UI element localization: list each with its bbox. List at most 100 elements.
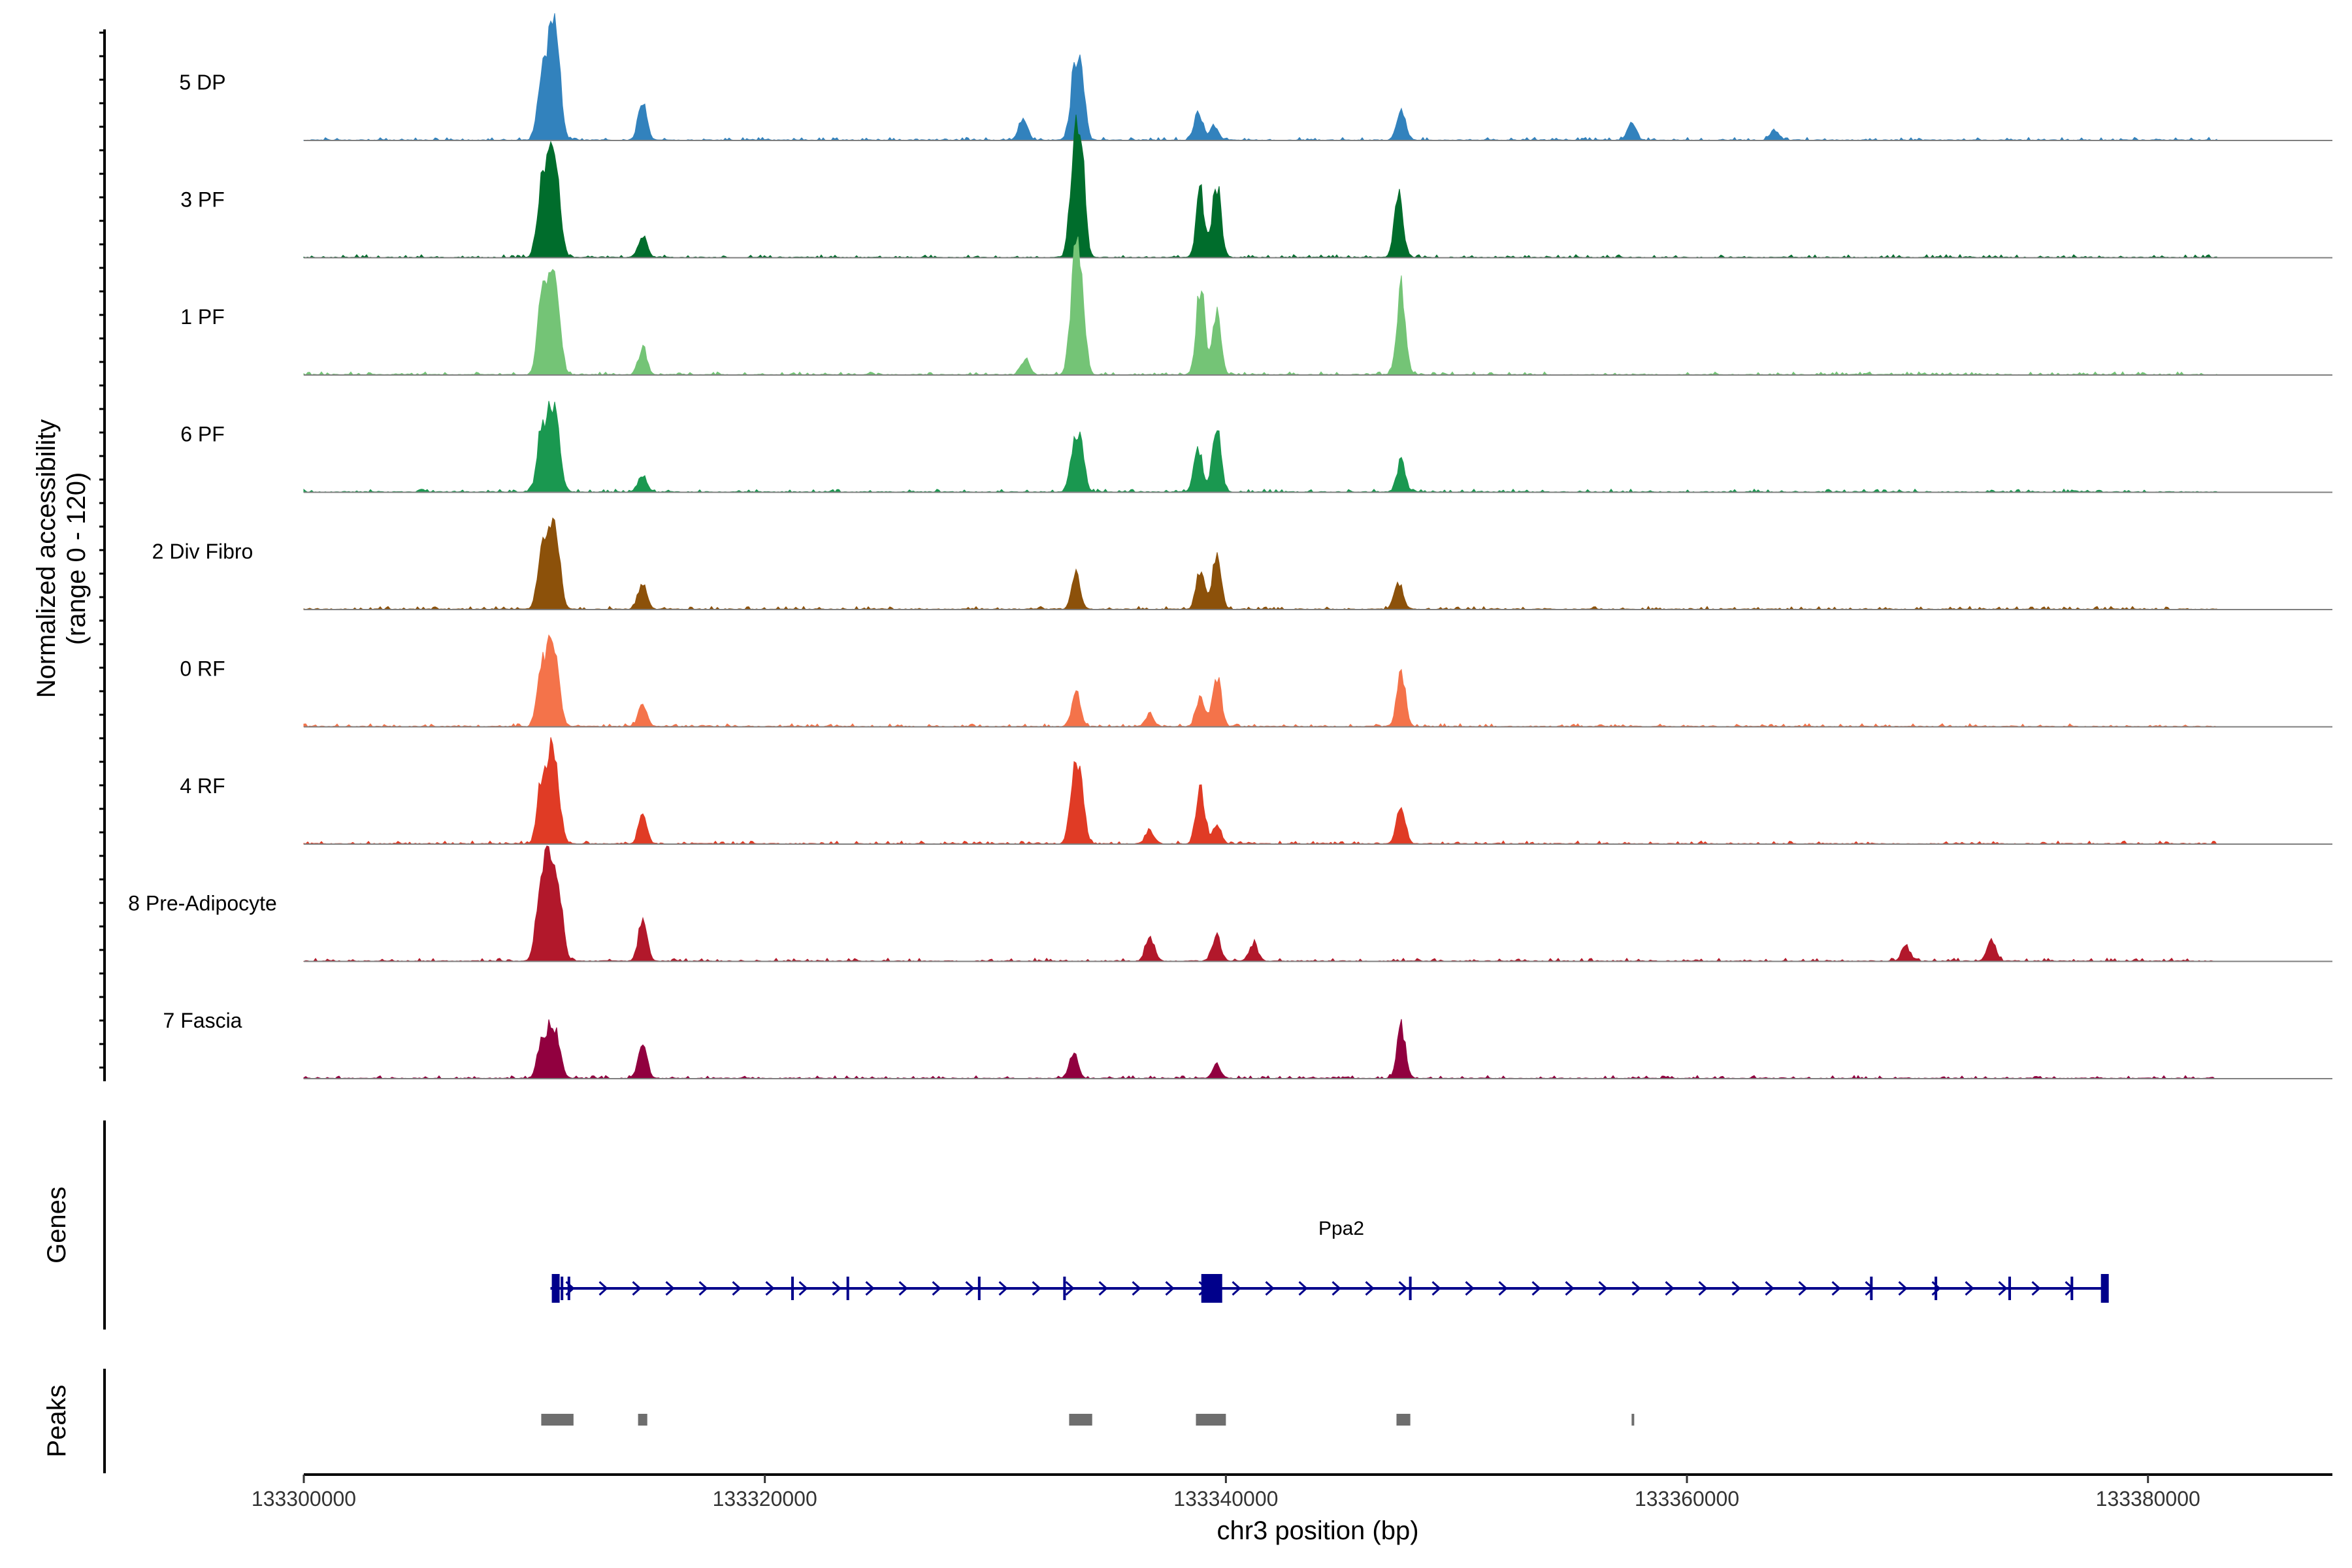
strand-arrow <box>1865 1281 1874 1296</box>
strand-arrow <box>2031 1281 2041 1296</box>
gene-exon <box>561 1277 564 1300</box>
strand-arrow <box>1765 1281 1774 1296</box>
strand-arrow <box>1431 1281 1441 1296</box>
strand-arrow <box>1498 1281 1508 1296</box>
track-label: 0 RF <box>180 657 225 681</box>
x-axis-ticks: 133300000 133320000 133340000 133360000 1333… <box>252 1475 2200 1511</box>
track-5-dp: 5 DP <box>179 13 2332 141</box>
x-tick-label: 133300000 <box>252 1487 356 1511</box>
strand-arrow <box>1465 1281 1475 1296</box>
strand-arrow <box>1132 1281 1141 1296</box>
track-1-pf: 1 PF <box>180 237 2332 376</box>
strand-arrow <box>1265 1281 1275 1296</box>
strand-arrow <box>1398 1281 1408 1296</box>
strand-arrow <box>1831 1281 1841 1296</box>
strand-arrow <box>932 1281 941 1296</box>
strand-arrow <box>1032 1281 1041 1296</box>
peak-region <box>541 1414 574 1426</box>
strand-arrow <box>1232 1281 1241 1296</box>
strand-arrow <box>1731 1281 1741 1296</box>
gene-exon <box>567 1277 570 1300</box>
track-label: 7 Fascia <box>163 1009 242 1032</box>
gene-model: Ppa2 <box>550 1218 2109 1303</box>
strand-arrow <box>665 1281 675 1296</box>
gene-exon <box>1870 1277 1873 1300</box>
coverage-area <box>303 845 2217 962</box>
peaks-panel-label: Peaks <box>42 1384 71 1457</box>
coverage-tracks: 5 DP 3 PF 1 PF 6 PF 2 Div Fibro 0 RF 4 RF 8 Pre… <box>128 13 2332 1079</box>
strand-arrow <box>732 1281 742 1296</box>
track-4-rf: 4 RF <box>180 737 2332 845</box>
gene-name-label: Ppa2 <box>1318 1218 1364 1239</box>
y-axis-title-line-2: (range 0 - 120) <box>62 472 91 645</box>
strand-arrow <box>898 1281 908 1296</box>
x-tick-label: 133380000 <box>2096 1487 2200 1511</box>
track-2-div-fibro: 2 Div Fibro <box>152 517 2332 610</box>
strand-arrow <box>1598 1281 1608 1296</box>
strand-arrow <box>1565 1281 1575 1296</box>
strand-arrow <box>1365 1281 1375 1296</box>
strand-arrow <box>998 1281 1008 1296</box>
track-label: 3 PF <box>180 188 225 212</box>
track-label: 1 PF <box>180 305 225 329</box>
gene-exon <box>846 1277 849 1300</box>
strand-arrow <box>1165 1281 1175 1296</box>
strand-arrow <box>1531 1281 1541 1296</box>
track-6-pf: 6 PF <box>180 400 2332 493</box>
gene-exon <box>1935 1277 1938 1300</box>
gene-exon <box>977 1277 981 1300</box>
gene-exon <box>1409 1277 1412 1300</box>
strand-arrow <box>1998 1281 2008 1296</box>
track-3-pf: 3 PF <box>180 114 2332 259</box>
x-axis-title: chr3 position (bp) <box>1217 1516 1418 1545</box>
peak-region <box>1631 1414 1635 1426</box>
strand-arrow <box>598 1281 608 1296</box>
y-axis-title: Normalized accessibility (range 0 - 120) <box>32 419 91 698</box>
track-label: 8 Pre-Adipocyte <box>128 892 277 915</box>
peak-region <box>1396 1414 1411 1426</box>
coverage-y-ticks <box>99 31 105 1069</box>
peak-region <box>1196 1414 1226 1426</box>
gene-exon <box>2008 1277 2012 1300</box>
genes-panel-label: Genes <box>42 1186 71 1264</box>
gene-exon-block <box>1201 1274 1222 1303</box>
strand-arrow <box>1965 1281 1974 1296</box>
gene-exon <box>791 1277 794 1300</box>
strand-arrow <box>1898 1281 1908 1296</box>
strand-arrow <box>632 1281 642 1296</box>
strand-arrow <box>698 1281 708 1296</box>
track-label: 2 Div Fibro <box>152 540 253 563</box>
gene-exon <box>2100 1274 2109 1303</box>
strand-arrow <box>1665 1281 1674 1296</box>
peak-region <box>1069 1414 1092 1426</box>
strand-arrow <box>1098 1281 1108 1296</box>
track-0-rf: 0 RF <box>180 634 2332 728</box>
track-8-pre-adipocyte: 8 Pre-Adipocyte <box>128 845 2332 962</box>
gene-exon <box>1063 1277 1066 1300</box>
x-tick-label: 133320000 <box>713 1487 817 1511</box>
strand-arrow <box>1698 1281 1708 1296</box>
y-axis-title-line-1: Normalized accessibility <box>32 419 61 698</box>
track-label: 4 RF <box>180 774 225 798</box>
strand-arrow <box>832 1281 841 1296</box>
strand-arrow <box>1298 1281 1308 1296</box>
strand-arrow <box>765 1281 775 1296</box>
peak-region <box>638 1414 647 1426</box>
strand-arrow <box>865 1281 875 1296</box>
x-tick-label: 133340000 <box>1173 1487 1278 1511</box>
coverage-area <box>303 1019 2217 1079</box>
track-label: 6 PF <box>180 423 225 446</box>
x-tick-label: 133360000 <box>1635 1487 1739 1511</box>
strand-arrow <box>1798 1281 1808 1296</box>
peak-regions <box>541 1414 1635 1426</box>
track-label: 5 DP <box>179 71 225 94</box>
gene-exon <box>2070 1277 2074 1300</box>
track-7-fascia: 7 Fascia <box>163 1009 2332 1079</box>
strand-arrow <box>1331 1281 1341 1296</box>
strand-arrow <box>1631 1281 1641 1296</box>
strand-arrow <box>798 1281 808 1296</box>
gene-exon <box>551 1274 560 1303</box>
strand-arrow <box>965 1281 975 1296</box>
